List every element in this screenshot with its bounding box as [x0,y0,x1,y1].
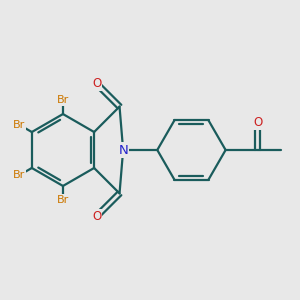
Text: Br: Br [13,120,26,130]
Text: Br: Br [57,195,69,205]
Text: O: O [254,116,262,129]
Text: O: O [92,77,101,90]
Text: N: N [118,143,128,157]
Text: Br: Br [13,170,26,180]
Text: O: O [92,210,101,223]
Text: Br: Br [57,95,69,105]
